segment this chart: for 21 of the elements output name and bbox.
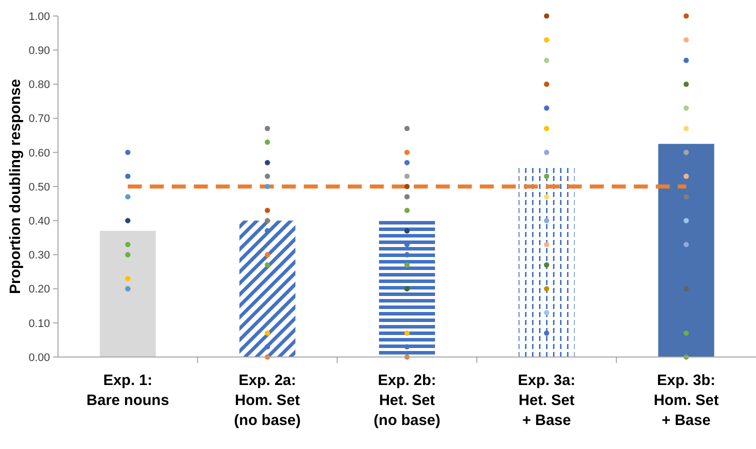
x-tick-label: Exp. 3b: Hom. Set + Base: [654, 372, 719, 429]
x-tick-label: Exp. 2b: Het. Set (no base): [374, 372, 440, 429]
bar: [518, 166, 575, 357]
y-axis-title: Proportion doubling response: [7, 79, 24, 294]
x-tick-label: Exp. 3a: Het. Set + Base: [518, 372, 576, 429]
y-tick-label: 0.90: [28, 44, 50, 57]
y-tick-label: 0.80: [28, 79, 50, 92]
bar: [658, 144, 714, 357]
y-tick-label: 1.00: [28, 10, 50, 23]
y-tick-label: 0.40: [28, 215, 50, 228]
y-tick-label: 0.00: [28, 352, 50, 364]
y-tick-label: 0.30: [28, 250, 50, 262]
y-tick-label: 0.50: [28, 181, 50, 194]
y-tick-label: 0.60: [28, 147, 50, 160]
bar: [239, 220, 296, 357]
bar: [100, 230, 156, 357]
x-tick-label: Exp. 2a: Hom. Set (no base): [234, 372, 301, 429]
y-tick-label: 0.20: [28, 284, 50, 296]
y-tick-label: 0.10: [28, 318, 50, 330]
y-tick-label: 0.70: [28, 113, 50, 126]
x-tick-label: Exp. 1: Bare nouns: [86, 372, 170, 409]
